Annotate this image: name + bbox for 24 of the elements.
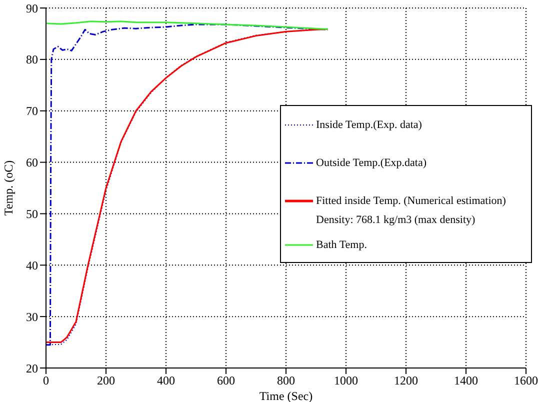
line-series <box>46 20 329 30</box>
x-tick-label: 1200 <box>394 374 418 388</box>
y-tick-label: 90 <box>26 1 38 16</box>
x-tick-label: 600 <box>217 374 235 388</box>
legend-label: Bath Temp. <box>316 239 367 251</box>
x-tick-label: 400 <box>157 374 175 388</box>
y-tick-label: 40 <box>26 258 38 272</box>
y-tick-label: 80 <box>26 52 38 67</box>
legend-label: Outside Temp.(Exp.data) <box>316 157 427 169</box>
y-tick-label: 60 <box>26 156 38 170</box>
y-tick-label: 30 <box>26 310 38 324</box>
legend-label: Fitted inside Temp. (Numerical estimation) <box>316 195 506 207</box>
y-tick-label: 20 <box>26 361 38 376</box>
y-axis-title: Temp. (oC) <box>1 160 16 216</box>
x-tick-label: 1000 <box>334 374 358 388</box>
y-tick-label: 70 <box>26 104 38 118</box>
y-tick-label: 50 <box>26 206 38 221</box>
annotation: Density: 768.1 kg/m3 (max density) <box>316 214 476 228</box>
x-tick-label: 200 <box>97 374 115 388</box>
x-tick-label: 1400 <box>454 374 478 388</box>
x-tick-label: 800 <box>277 374 295 388</box>
legend-label: Inside Temp.(Exp. data) <box>316 119 422 131</box>
x-tick-label: 0 <box>43 374 49 388</box>
x-tick-label: 1600 <box>514 374 538 388</box>
